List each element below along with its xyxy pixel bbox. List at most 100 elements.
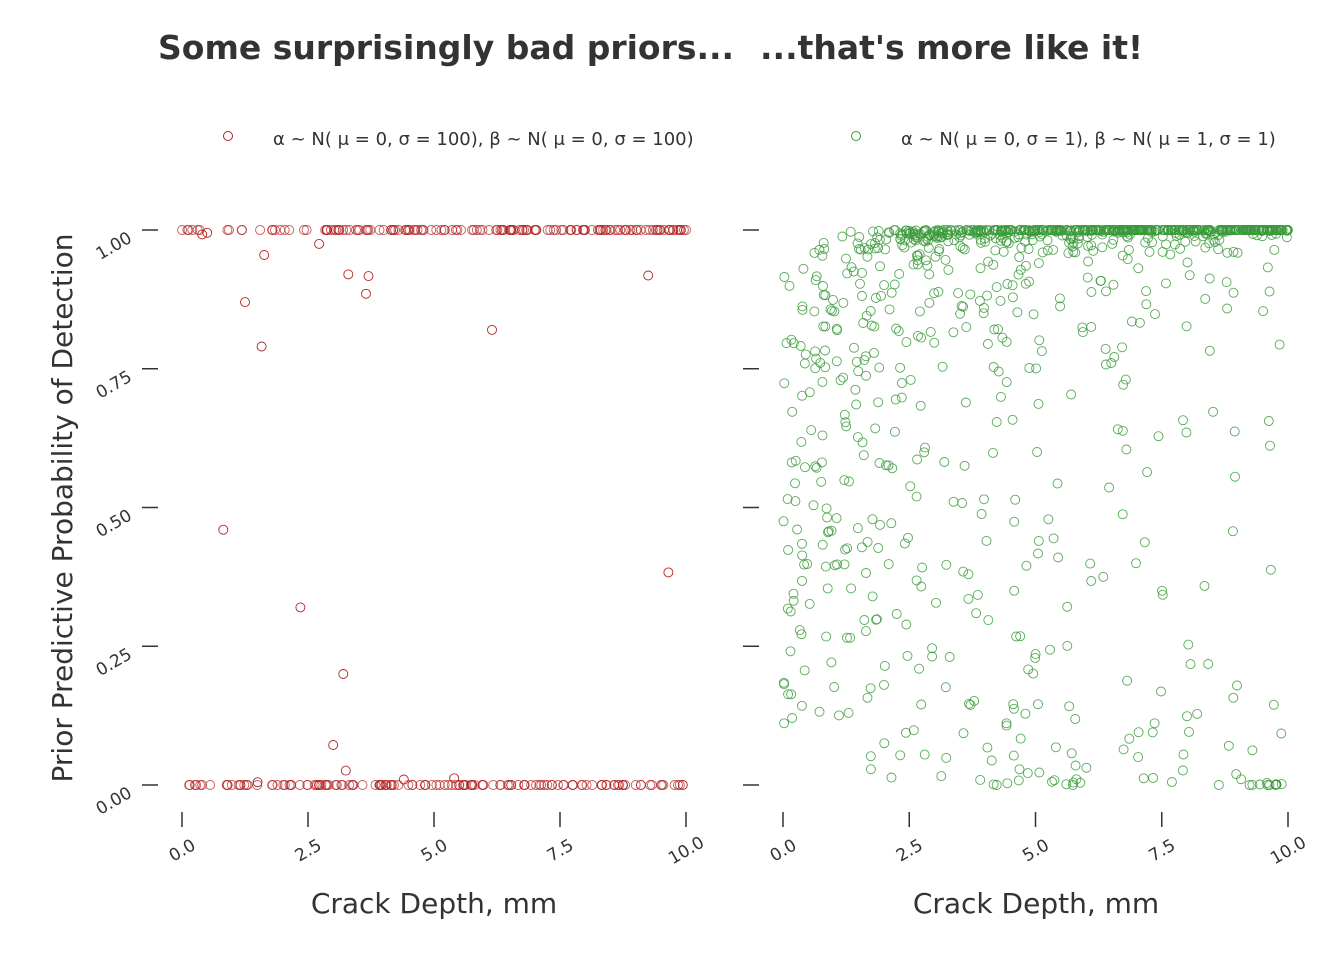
data-point [785,606,796,617]
data-point [1088,245,1099,256]
data-point [1274,339,1285,350]
data-point [343,269,354,280]
data-point [997,332,1008,343]
data-point [267,780,278,790]
data-point [879,738,890,749]
data-point [311,780,322,790]
data-point [845,226,856,237]
data-point [838,372,849,383]
data-point [779,272,790,282]
data-point [924,269,935,280]
data-point [879,660,890,671]
data-point [558,225,569,235]
data-point [1001,720,1012,731]
data-point [859,355,870,366]
data-point [1139,225,1150,235]
data-point [1122,254,1133,265]
data-point [352,225,363,235]
data-point [851,356,862,367]
data-point [548,225,559,235]
data-point [1033,699,1043,710]
data-point [873,543,884,553]
data-point [969,695,980,706]
data-point [804,598,815,609]
data-point [865,239,876,250]
data-point [810,346,821,357]
data-point [338,225,349,235]
x-tick-label: 10.0 [1267,833,1310,869]
data-point [644,225,655,235]
data-point [818,289,829,300]
data-point [1045,644,1055,655]
data-point [1106,358,1117,368]
data-point [870,238,880,249]
data-point [972,227,983,238]
data-point [580,225,591,235]
data-point [652,225,663,235]
data-point [1147,727,1158,738]
data-point [1077,327,1088,338]
data-point [924,297,935,308]
data-point [901,337,912,348]
data-point [943,264,954,275]
x-tick-label: 7.5 [1146,835,1179,866]
data-point [374,225,385,235]
data-point [1085,558,1096,569]
data-point [790,478,800,489]
data-point [1117,250,1128,261]
data-point [1144,246,1155,257]
data-point [940,254,951,265]
data-point [195,780,206,790]
data-point [279,225,290,235]
data-point [1051,226,1062,237]
data-point [1161,239,1171,250]
data-point [1149,226,1160,237]
data-point [1189,231,1200,241]
x-tick-label: 5.0 [418,835,451,866]
data-point [360,225,371,235]
data-point [956,227,967,238]
data-point [778,677,789,688]
data-point [1232,680,1242,691]
data-point [944,652,955,662]
data-point [810,461,821,472]
data-point [797,550,808,561]
data-point [239,780,250,790]
data-point [787,406,798,417]
data-point [534,780,545,790]
data-point [1102,225,1113,235]
data-point [613,225,623,235]
data-point [875,519,885,530]
data-point [1228,692,1239,703]
data-point [1118,225,1129,236]
data-point [891,323,902,334]
left-points [177,225,691,790]
data-point [1007,414,1018,425]
data-point [344,225,355,235]
data-point [1083,256,1094,267]
data-point [380,780,391,790]
data-point [338,669,349,679]
data-point [1229,426,1240,437]
right-points [778,225,1293,790]
data-point [1121,444,1132,455]
data-point [222,780,233,790]
data-point [1066,389,1077,400]
data-point [1281,225,1292,236]
data-point [849,342,859,353]
data-point [867,591,878,602]
data-point [1183,639,1194,650]
data-point [1108,279,1119,290]
data-point [894,269,905,279]
data-point [991,417,1002,427]
data-point [1181,427,1192,438]
data-point [1071,774,1082,785]
data-point [920,442,930,453]
data-point [991,780,1002,790]
data-point [795,341,806,351]
data-point [975,263,986,274]
data-point [647,225,658,235]
data-point [1200,242,1211,253]
data-point [388,225,398,235]
data-point [299,225,309,235]
